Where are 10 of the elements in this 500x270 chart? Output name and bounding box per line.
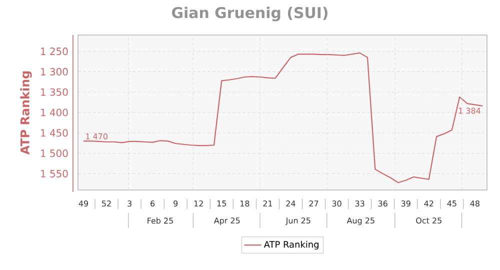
y-tick-label: 1 400 [41,108,68,116]
legend-label: ATP Ranking [264,240,318,250]
y-tick-label: 1 550 [41,170,68,178]
chart-title: Gian Gruenig (SUI) [172,6,328,22]
y-tick-label: 1 450 [41,129,68,137]
y-tick-label: 1 300 [41,68,68,76]
y-tick-label: 1 350 [41,88,68,96]
y-tick-label: 1 250 [41,48,68,56]
y-tick-label: 1 500 [41,150,68,158]
y-axis-title: ATP Ranking [20,71,32,155]
